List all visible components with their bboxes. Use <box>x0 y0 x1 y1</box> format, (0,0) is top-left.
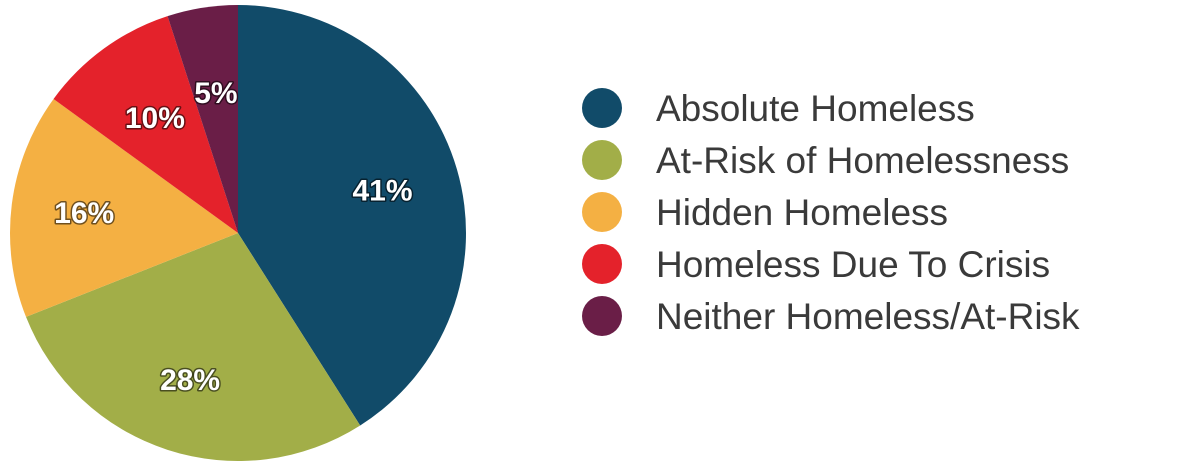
legend-item: At-Risk of Homelessness <box>582 134 1080 186</box>
legend-label: Neither Homeless/At-Risk <box>656 295 1080 337</box>
legend-item: Homeless Due To Crisis <box>582 238 1080 290</box>
legend-swatch-icon <box>582 244 622 284</box>
pie-slice-4 <box>53 16 238 233</box>
legend: Absolute Homeless At-Risk of Homelessness… <box>582 82 1080 342</box>
legend-item: Absolute Homeless <box>582 82 1080 134</box>
legend-label: At-Risk of Homelessness <box>656 139 1070 181</box>
legend-swatch-icon <box>582 296 622 336</box>
slice-label-1: 41% <box>352 175 412 208</box>
slice-label-3: 16% <box>54 197 114 230</box>
legend-swatch-icon <box>582 192 622 232</box>
legend-label: Hidden Homeless <box>656 191 949 233</box>
legend-item: Hidden Homeless <box>582 186 1080 238</box>
legend-swatch-icon <box>582 140 622 180</box>
pie-slice-1 <box>238 5 466 426</box>
slice-label-5: 5% <box>194 77 237 110</box>
slice-label-2: 28% <box>160 364 220 397</box>
legend-swatch-icon <box>582 88 622 128</box>
pie-slice-2 <box>26 233 361 462</box>
legend-label: Absolute Homeless <box>656 87 975 129</box>
pie-slice-5 <box>167 5 238 233</box>
pie-slice-3 <box>9 98 238 317</box>
slice-label-4: 10% <box>125 102 185 135</box>
legend-item: Neither Homeless/At-Risk <box>582 290 1080 342</box>
legend-label: Homeless Due To Crisis <box>656 243 1051 285</box>
pie-chart-plot: 41% 28% 16% 10% 5% <box>9 5 466 462</box>
